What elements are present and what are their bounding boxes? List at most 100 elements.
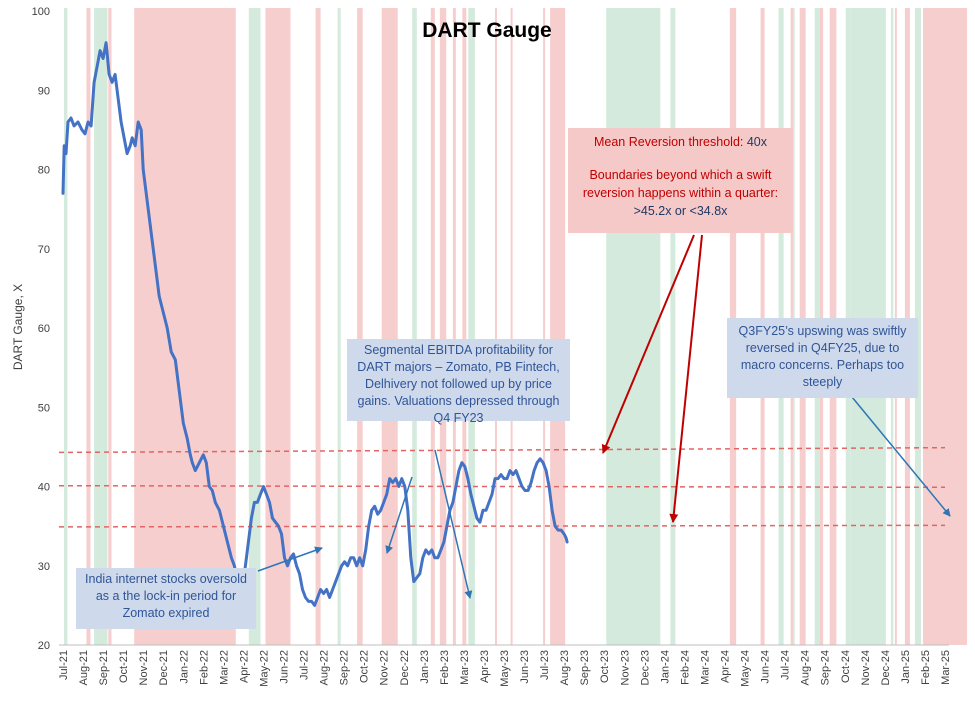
shaded-region-red-1 [86,8,91,645]
x-tick-label: Aug-24 [800,650,812,685]
x-tick-label: Dec-21 [158,650,170,685]
x-tick-label: Mar-23 [459,650,471,685]
q3fy25-arrow [851,396,951,517]
x-axis-ticks: Jul-21 Aug-21 Sep-21 Oct-21 Nov-21 Dec-21 Jan-… [58,650,952,687]
ebitda-arrow-2 [434,449,473,599]
threshold-arrow-lower [669,234,703,523]
shaded-region-red-19 [543,8,546,645]
x-tick-label: Nov-24 [860,650,872,685]
shaded-region-green-0 [64,8,68,645]
x-tick-label: Sep-24 [820,650,832,685]
annotation-ebitda-text: Segmental EBITDA profitability for DART … [357,343,560,425]
y-tick-label: 80 [38,165,50,177]
x-tick-label: Feb-24 [679,650,691,685]
x-tick-label: Jul-22 [299,650,311,680]
threshold-title-text: Mean Reversion threshold: [593,135,744,149]
x-tick-label: Dec-23 [639,650,651,685]
shaded-region-red-12 [430,8,435,645]
x-tick-label: Oct-24 [840,650,852,683]
x-tick-label: Nov-22 [379,650,391,685]
x-tick-label: Jun-24 [760,650,772,684]
y-tick-label: 50 [38,402,50,414]
shaded-region-red-15 [462,8,467,645]
dart-gauge-series-line [61,41,569,607]
shaded-region-red-7 [315,8,321,645]
x-tick-label: Jul-21 [58,650,70,680]
y-axis-ticks: 20 30 40 50 60 70 80 90 100 [32,6,50,652]
annotation-lockin: India internet stocks oversold as a the … [76,568,256,629]
shaded-region-red-17 [494,8,497,645]
x-tick-label: Apr-22 [238,650,250,683]
y-tick-label: 70 [38,244,50,256]
shaded-region-red-9 [357,8,363,645]
x-tick-label: Dec-24 [880,650,892,685]
y-tick-label: 60 [38,323,50,335]
annotation-q3fy25: Q3FY25’s upswing was swiftly reversed in… [727,318,918,398]
shaded-region-green-22 [670,8,676,645]
annotation-q3fy25-text: Q3FY25’s upswing was swiftly reversed in… [738,324,907,389]
x-tick-label: Sep-22 [339,650,351,685]
threshold-bounds-value: >45.2x or <34.8x [633,204,728,218]
x-tick-label: Jul-24 [780,650,792,680]
x-tick-label: Aug-21 [78,650,90,685]
x-tick-label: May-23 [499,650,511,687]
x-tick-label: Feb-22 [198,650,210,685]
x-tick-label: Mar-22 [218,650,230,685]
shaded-region-red-14 [452,8,456,645]
lockin-arrow [257,546,323,572]
threshold-value: 40x [746,135,768,149]
x-tick-label: Feb-25 [920,650,932,685]
annotation-threshold: Mean Reversion threshold: 40x Boundaries… [568,128,793,233]
x-tick-label: Jun-22 [279,650,291,684]
shaded-region-red-18 [510,8,513,645]
x-tick-label: Mar-25 [940,650,952,685]
y-tick-label: 90 [38,85,50,97]
annotation-lockin-text: India internet stocks oversold as a the … [85,572,247,620]
x-tick-label: Jun-23 [519,650,531,684]
shaded-region-green-16 [468,8,475,645]
annotation-arrows [257,234,951,599]
x-tick-label: May-24 [740,650,752,687]
shaded-region-green-5 [248,8,261,645]
shaded-region-red-10 [381,8,398,645]
chart-title: DART Gauge [422,19,552,42]
threshold-title: Mean Reversion threshold: 40x [574,131,787,153]
shaded-region-green-2 [94,8,108,645]
y-tick-label: 20 [38,640,50,652]
x-tick-label: Sep-21 [98,650,110,685]
x-tick-label: Nov-21 [138,650,150,685]
y-tick-label: 30 [38,561,50,573]
x-tick-label: Jan-22 [178,650,190,684]
y-axis-label: DART Gauge, X [11,284,25,370]
shaded-region-green-21 [606,8,661,645]
shaded-region-red-3 [108,8,112,645]
x-tick-label: Aug-22 [319,650,331,685]
reference-lines [58,446,946,528]
shaded-region-red-13 [439,8,447,645]
x-tick-label: Apr-24 [720,650,732,683]
x-tick-label: Oct-23 [599,650,611,683]
x-tick-label: Nov-23 [619,650,631,685]
x-tick-label: May-22 [258,650,270,687]
threshold-bounds-text: Boundaries beyond which a swift reversio… [582,168,779,200]
y-tick-label: 100 [32,6,50,18]
reference-line-2 [58,524,946,528]
reference-line-1 [58,484,946,489]
shaded-region-red-20 [550,8,566,645]
annotation-ebitda: Segmental EBITDA profitability for DART … [347,339,570,425]
shaded-region-red-6 [265,8,291,645]
shaded-region-green-11 [412,8,417,645]
x-tick-label: Jan-25 [900,650,912,684]
x-tick-label: Dec-22 [399,650,411,685]
threshold-arrow-upper [601,234,695,454]
x-tick-label: Oct-21 [118,650,130,683]
x-tick-label: Jan-24 [659,650,671,684]
shaded-region-green-8 [337,8,341,645]
y-tick-label: 40 [38,482,50,494]
shaded-region-red-4 [134,8,236,645]
x-tick-label: Apr-23 [479,650,491,683]
x-tick-label: Sep-23 [579,650,591,685]
x-tick-label: Feb-23 [439,650,451,685]
threshold-bounds: Boundaries beyond which a swift reversio… [574,166,787,220]
x-tick-label: Jan-23 [419,650,431,684]
